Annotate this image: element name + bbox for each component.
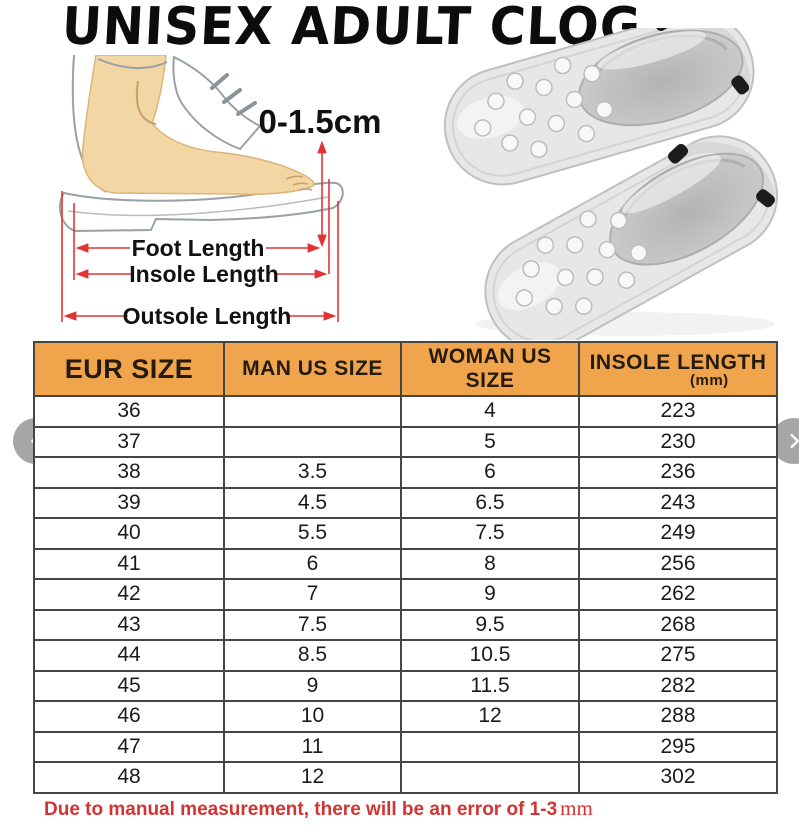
woman-us-size-cell: 10.5 xyxy=(400,639,580,672)
measurement-note-text: Due to manual measurement, there will be… xyxy=(44,799,558,820)
size-row: 45 9 11.5 282 xyxy=(33,669,778,702)
man-us-size-cell: 5.5 xyxy=(223,517,402,550)
eur-size-cell: 45 xyxy=(33,669,225,702)
measurement-note-unit: mm xyxy=(560,796,593,820)
header-woman-us-size: WOMAN US SIZE xyxy=(400,341,580,397)
shoe-sole-illustration xyxy=(59,181,344,233)
size-row: 36 4 223 xyxy=(33,395,778,428)
measurement-lines xyxy=(61,140,339,322)
insole-length-cell: 256 xyxy=(578,547,778,580)
eur-size-cell: 41 xyxy=(33,547,225,580)
insole-length-cell: 249 xyxy=(578,517,778,550)
insole-length-cell: 262 xyxy=(578,578,778,611)
man-us-size-cell xyxy=(223,395,402,428)
eur-size-cell: 42 xyxy=(33,578,225,611)
woman-us-size-cell: 6.5 xyxy=(400,486,580,519)
woman-us-size-cell: 7.5 xyxy=(400,517,580,550)
man-us-size-cell: 7 xyxy=(223,578,402,611)
size-row: 39 4.5 6.5 243 xyxy=(33,486,778,519)
measurement-note: Due to manual measurement, there will be… xyxy=(44,796,593,821)
woman-us-size-cell: 12 xyxy=(400,700,580,733)
man-us-size-cell: 4.5 xyxy=(223,486,402,519)
insole-length-cell: 302 xyxy=(578,761,778,794)
insole-length-cell: 288 xyxy=(578,700,778,733)
toe-gap-label: 0-1.5cm xyxy=(259,103,382,140)
size-table: EUR SIZE MAN US SIZE WOMAN US SIZE INSOL… xyxy=(33,341,778,794)
header-eur-size: EUR SIZE xyxy=(33,341,225,397)
size-row: 38 3.5 6 236 xyxy=(33,456,778,489)
insole-length-cell: 236 xyxy=(578,456,778,489)
woman-us-size-cell: 9.5 xyxy=(400,608,580,641)
insole-length-cell: 275 xyxy=(578,639,778,672)
insole-length-cell: 268 xyxy=(578,608,778,641)
insole-length-cell: 230 xyxy=(578,425,778,458)
size-row: 42 7 9 262 xyxy=(33,578,778,611)
insole-length-cell: 295 xyxy=(578,730,778,763)
woman-us-size-cell xyxy=(400,761,580,794)
chevron-right-icon xyxy=(790,433,799,449)
man-us-size-cell xyxy=(223,425,402,458)
size-row: 37 5 230 xyxy=(33,425,778,458)
clog-product-image xyxy=(420,28,799,340)
man-us-size-cell: 3.5 xyxy=(223,456,402,489)
woman-us-size-cell: 9 xyxy=(400,578,580,611)
size-row: 43 7.5 9.5 268 xyxy=(33,608,778,641)
size-table-header-row: EUR SIZE MAN US SIZE WOMAN US SIZE INSOL… xyxy=(33,341,778,397)
eur-size-cell: 48 xyxy=(33,761,225,794)
eur-size-cell: 37 xyxy=(33,425,225,458)
header-insole-length-text: INSOLE LENGTH xyxy=(589,350,767,374)
woman-us-size-cell: 6 xyxy=(400,456,580,489)
insole-length-cell: 223 xyxy=(578,395,778,428)
size-row: 47 11 295 xyxy=(33,730,778,763)
insole-length-cell: 282 xyxy=(578,669,778,702)
insole-length-cell: 243 xyxy=(578,486,778,519)
outsole-length-label: Outsole Length xyxy=(123,303,292,329)
foot-measurement-diagram: 0-1.5cm Foot Length Insole Length Outsol… xyxy=(59,55,382,329)
eur-size-cell: 39 xyxy=(33,486,225,519)
header-insole-unit: (mm) xyxy=(690,371,729,389)
man-us-size-cell: 6 xyxy=(223,547,402,580)
insole-length-label: Insole Length xyxy=(129,261,279,287)
eur-size-cell: 43 xyxy=(33,608,225,641)
foot-length-label: Foot Length xyxy=(132,235,265,261)
eur-size-cell: 36 xyxy=(33,395,225,428)
header-man-us-size: MAN US SIZE xyxy=(223,341,402,397)
size-row: 41 6 8 256 xyxy=(33,547,778,580)
eur-size-cell: 44 xyxy=(33,639,225,672)
size-row: 44 8.5 10.5 275 xyxy=(33,639,778,672)
woman-us-size-cell: 4 xyxy=(400,395,580,428)
eur-size-cell: 40 xyxy=(33,517,225,550)
man-us-size-cell: 11 xyxy=(223,730,402,763)
header-insole-length: INSOLE LENGTH (mm) xyxy=(578,341,778,397)
eur-size-cell: 46 xyxy=(33,700,225,733)
man-us-size-cell: 12 xyxy=(223,761,402,794)
eur-size-cell: 38 xyxy=(33,456,225,489)
woman-us-size-cell: 5 xyxy=(400,425,580,458)
woman-us-size-cell: 8 xyxy=(400,547,580,580)
size-table-body: 36 4 223 37 5 230 38 3.5 6 236 39 4.5 6.… xyxy=(33,395,778,794)
size-row: 48 12 302 xyxy=(33,761,778,794)
man-us-size-cell: 7.5 xyxy=(223,608,402,641)
size-chart: EUR SIZE MAN US SIZE WOMAN US SIZE INSOL… xyxy=(33,341,778,794)
man-us-size-cell: 10 xyxy=(223,700,402,733)
man-us-size-cell: 9 xyxy=(223,669,402,702)
size-row: 46 10 12 288 xyxy=(33,700,778,733)
eur-size-cell: 47 xyxy=(33,730,225,763)
woman-us-size-cell xyxy=(400,730,580,763)
man-us-size-cell: 8.5 xyxy=(223,639,402,672)
foot-illustration xyxy=(71,55,315,195)
woman-us-size-cell: 11.5 xyxy=(400,669,580,702)
size-row: 40 5.5 7.5 249 xyxy=(33,517,778,550)
